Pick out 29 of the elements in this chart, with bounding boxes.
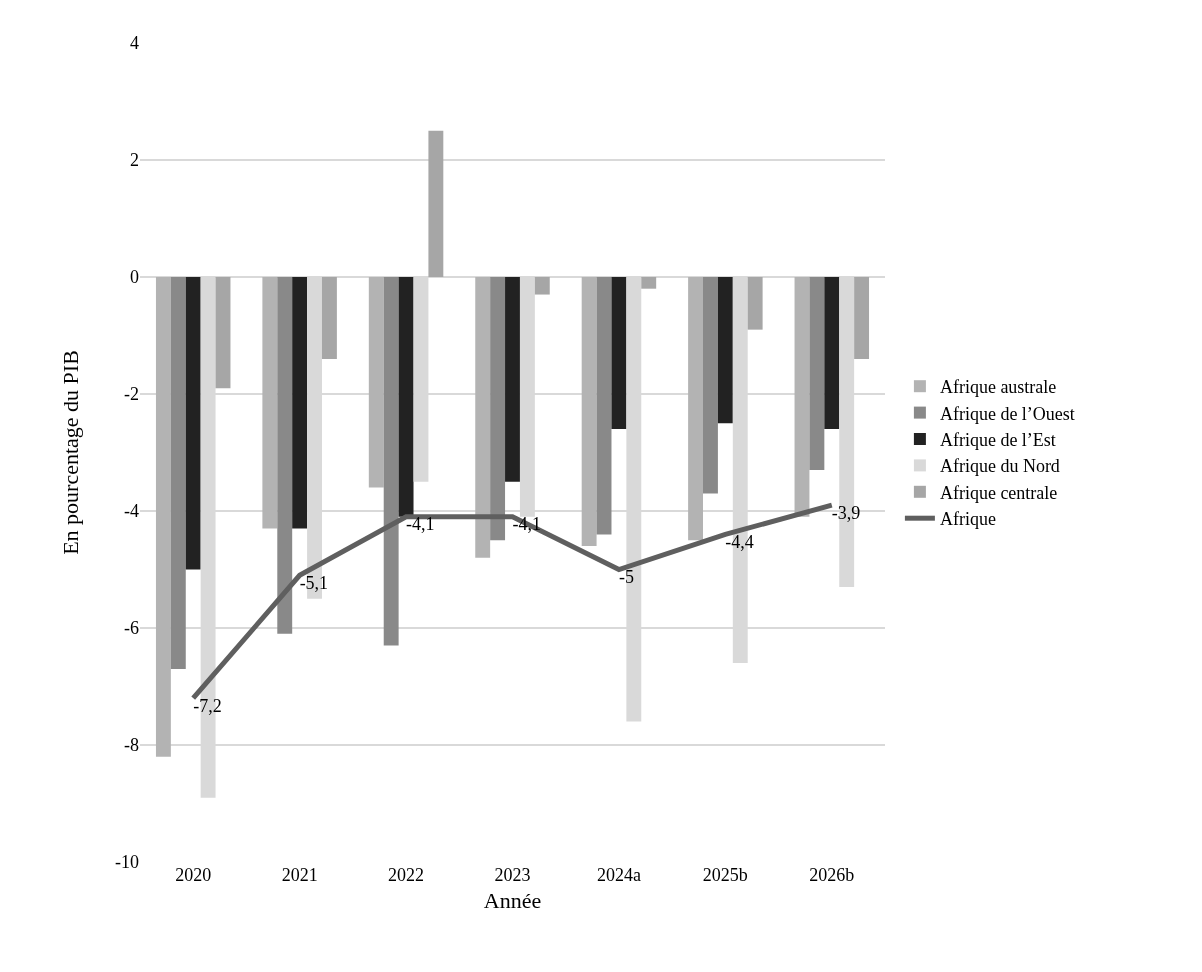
y-tick-label: -10 — [115, 852, 139, 873]
x-tick-label: 2026b — [809, 865, 855, 885]
y-tick-label: -8 — [124, 735, 139, 756]
x-tick-label: 2020 — [175, 865, 212, 885]
data-label: -7,2 — [193, 695, 222, 716]
data-label: -4,1 — [406, 514, 435, 535]
y-tick-label: -2 — [124, 384, 139, 405]
x-tick-label: 2024a — [596, 865, 641, 885]
x-tick-label: 2025b — [702, 865, 748, 885]
legend-label: Afrique — [939, 509, 996, 530]
data-label: -5 — [618, 567, 634, 587]
data-label: -5,1 — [299, 572, 329, 593]
x-axis-title: Année — [483, 887, 542, 913]
y-tick-label: 4 — [130, 33, 139, 54]
x-tick-label: 2022 — [388, 865, 425, 885]
legend-label: Afrique centrale — [939, 482, 1058, 503]
y-tick-label: -4 — [124, 501, 139, 522]
legend-label: Afrique de l’Ouest — [939, 403, 1075, 424]
y-tick-label: 2 — [130, 150, 139, 171]
x-tick-label: 2021 — [281, 865, 318, 885]
legend-label: Afrique du Nord — [939, 456, 1060, 477]
data-label: -4,4 — [725, 531, 754, 552]
y-tick-label: 0 — [130, 267, 139, 288]
data-label: -3,9 — [831, 502, 861, 523]
y-axis-title: En pourcentage du PIB — [57, 350, 83, 555]
legend-label: Afrique australe — [939, 377, 1057, 398]
x-tick-label: 2023 — [494, 865, 531, 885]
y-tick-label: -6 — [124, 618, 139, 639]
legend-label: Afrique de l’Est — [939, 430, 1056, 451]
